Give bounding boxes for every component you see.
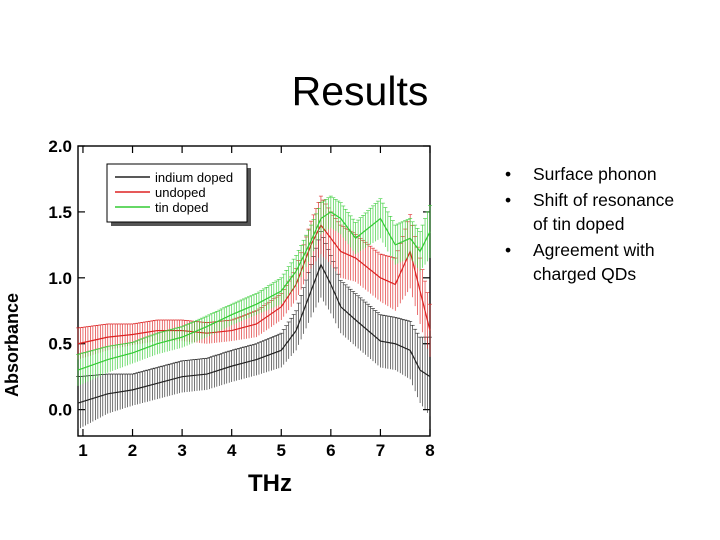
x-tick-label: 4 <box>227 441 237 460</box>
x-tick-label: 6 <box>326 441 335 460</box>
bullet-text: Surface phonon <box>533 164 657 184</box>
bullet-dot-icon: • <box>505 164 512 184</box>
tick-layer: 1 2 3 4 5 6 7 8 0.0 0.5 1.0 1.5 2.0 <box>48 137 434 460</box>
legend-label: indium doped <box>155 170 233 185</box>
y-tick-label: 0.0 <box>48 401 72 420</box>
series-line <box>77 211 431 371</box>
bullet-text: Shift of resonance of tin doped <box>533 190 675 234</box>
x-tick-label: 1 <box>78 441 87 460</box>
slide-title-text: Results <box>291 68 429 114</box>
y-tick-label: 2.0 <box>48 137 72 156</box>
bullet-item: • Agreement with charged QDs <box>505 238 680 286</box>
bullet-dot-icon: • <box>505 190 512 210</box>
x-tick-label: 7 <box>376 441 385 460</box>
x-tick-label: 2 <box>128 441 137 460</box>
bullet-item: • Shift of resonance of tin doped <box>505 188 680 236</box>
x-tick-label: 5 <box>277 441 286 460</box>
series-layer <box>76 195 432 430</box>
bullet-item: • Surface phonon <box>505 162 680 186</box>
series-line <box>77 263 431 404</box>
y-tick-label: 1.5 <box>48 203 72 222</box>
legend-label: undoped <box>155 185 206 200</box>
legend-label: tin doped <box>155 200 209 215</box>
x-axis-label: THz <box>248 470 292 497</box>
y-tick-label: 0.5 <box>48 335 72 354</box>
series-tin-doped <box>76 195 432 386</box>
bullet-list: • Surface phonon • Shift of resonance of t… <box>505 162 680 288</box>
x-tick-label: 8 <box>425 441 434 460</box>
y-axis-label-group: Absorbance <box>2 293 22 397</box>
y-tick-label: 1.0 <box>48 269 72 288</box>
legend-box <box>106 163 248 223</box>
slide-title: Results <box>0 68 720 115</box>
series-indium-doped <box>76 231 432 430</box>
x-tick-label: 3 <box>177 441 186 460</box>
bullet-dot-icon: • <box>505 240 512 260</box>
bullet-text: Agreement with charged QDs <box>533 240 655 284</box>
y-axis-label: Absorbance <box>2 293 22 397</box>
